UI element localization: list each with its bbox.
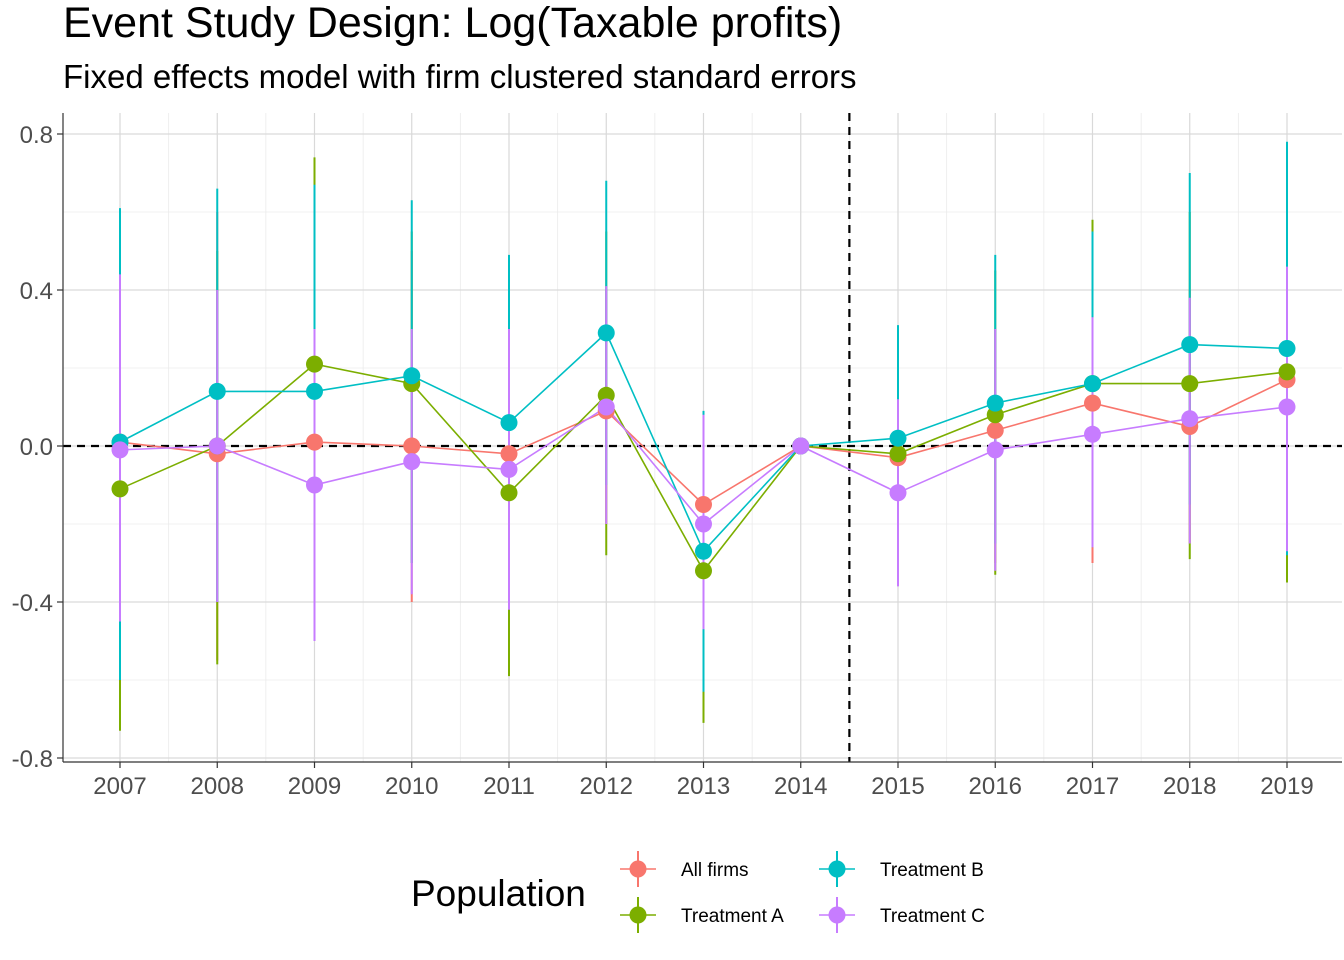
point-treatment-a <box>986 406 1004 424</box>
point-treatment-b <box>1181 336 1199 354</box>
legend-key-point-treatment-b <box>828 860 846 878</box>
x-tick-label: 2014 <box>774 773 827 800</box>
point-treatment-b <box>208 382 226 400</box>
point-treatment-a <box>1278 363 1296 381</box>
point-treatment-c <box>306 476 323 494</box>
point-treatment-b <box>597 324 615 342</box>
point-all-firms <box>1084 394 1101 412</box>
point-all-firms <box>403 437 421 455</box>
point-treatment-c <box>403 453 421 471</box>
x-tick-label: 2019 <box>1260 773 1313 800</box>
legend-key-point-treatment-a <box>629 906 647 924</box>
point-treatment-a <box>306 355 323 373</box>
x-tick-label: 2011 <box>483 773 535 800</box>
point-treatment-a <box>597 386 615 404</box>
point-treatment-c <box>889 484 907 502</box>
point-all-firms <box>986 421 1004 439</box>
legend-label-treatment-a: Treatment A <box>681 906 784 927</box>
point-treatment-c <box>1181 410 1199 428</box>
x-tick-label: 2007 <box>93 773 146 800</box>
x-tick-label: 2015 <box>871 773 924 800</box>
point-treatment-a <box>111 480 129 498</box>
point-treatment-c <box>111 441 129 459</box>
point-treatment-b <box>306 382 323 400</box>
x-tick-label: 2018 <box>1163 773 1216 800</box>
point-treatment-b <box>500 414 518 432</box>
legend-label-all-firms: All firms <box>681 860 749 881</box>
point-treatment-c <box>986 441 1004 459</box>
x-tick-label: 2017 <box>1066 773 1119 800</box>
point-treatment-b <box>986 394 1004 412</box>
x-tick-label: 2008 <box>191 773 244 800</box>
point-treatment-a <box>500 484 518 502</box>
y-tick-label: 0.0 <box>20 434 53 461</box>
y-axis: -0.8 -0.4 0.0 0.4 0.8 <box>12 113 64 773</box>
point-treatment-b <box>695 542 712 560</box>
x-axis: 2007 2008 2009 2010 2011 2012 2013 2014 2015 2016… <box>63 761 1342 800</box>
point-treatment-a <box>1181 375 1199 393</box>
x-tick-label: 2012 <box>580 773 633 800</box>
series-points <box>111 324 1296 580</box>
x-tick-label: 2013 <box>677 773 730 800</box>
legend-key-point-all-firms <box>629 860 647 878</box>
legend-label-treatment-b: Treatment B <box>880 860 984 881</box>
point-treatment-b <box>403 367 421 385</box>
y-tick-label: 0.8 <box>20 122 53 149</box>
x-tick-label: 2010 <box>385 773 438 800</box>
y-tick-label: -0.8 <box>12 746 53 773</box>
point-treatment-c <box>1084 425 1101 443</box>
point-all-firms <box>306 433 323 451</box>
point-treatment-c <box>1278 398 1296 416</box>
chart-title: Event Study Design: Log(Taxable profits) <box>63 0 843 47</box>
x-tick-label: 2016 <box>969 773 1022 800</box>
point-treatment-c <box>695 515 712 533</box>
legend-label-treatment-c: Treatment C <box>880 906 985 927</box>
x-tick-label: 2009 <box>288 773 341 800</box>
point-treatment-c <box>597 398 615 416</box>
point-treatment-c <box>792 437 810 455</box>
point-treatment-b <box>1278 340 1296 357</box>
point-treatment-a <box>695 562 712 580</box>
point-treatment-c <box>208 437 226 455</box>
point-all-firms <box>500 445 518 463</box>
point-treatment-c <box>500 460 518 478</box>
y-tick-label: -0.4 <box>12 590 53 617</box>
point-all-firms <box>695 496 712 513</box>
legend-key-point-treatment-c <box>828 906 846 924</box>
legend-title: Population <box>411 873 586 914</box>
point-treatment-b <box>1084 375 1101 393</box>
y-tick-label: 0.4 <box>20 278 53 305</box>
point-treatment-b <box>889 429 907 447</box>
point-treatment-a <box>889 445 907 463</box>
legend: Population All firms Treatment B Treatment… <box>411 851 985 933</box>
chart-subtitle: Fixed effects model with firm clustered … <box>63 58 857 95</box>
